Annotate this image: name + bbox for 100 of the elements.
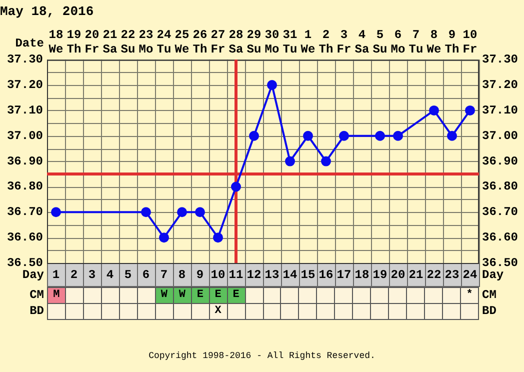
- x-tick-label: 21 Sa: [102, 28, 118, 56]
- x-tick-label: 19 Th: [66, 28, 82, 56]
- text: *: [466, 289, 473, 301]
- x-tick-label: 24 Tu: [156, 28, 172, 56]
- x-tick-label: 26 Th: [192, 28, 208, 56]
- y2-tick-label: 37.00: [482, 128, 518, 143]
- point: [249, 130, 259, 141]
- x-tick-label: 6 Mo: [390, 28, 406, 56]
- x2-tick-label: 9: [196, 268, 204, 282]
- x2-tick-label: 6: [142, 268, 150, 282]
- y2-tick-label: 36.80: [482, 180, 518, 194]
- y2-tick-label: 36.90: [482, 154, 518, 168]
- x2-tick-label: 3: [88, 268, 96, 282]
- text: Day: [482, 268, 504, 282]
- y-tick-label: 37.00: [6, 128, 43, 143]
- x-axis-title: Date: [15, 36, 44, 51]
- y-tick-label: 36.50: [6, 256, 43, 270]
- x-tick-label: 31 Tu: [282, 28, 298, 56]
- x2-tick-label: 12: [246, 268, 262, 282]
- x-tick-label: 28 Sa: [228, 28, 244, 56]
- point: [159, 232, 169, 243]
- x2-tick-label: 1: [52, 268, 60, 282]
- point: [339, 130, 349, 141]
- x2-tick-label: 19: [372, 268, 388, 282]
- x2-tick-label: 16: [318, 268, 334, 282]
- x-tick-label: 7 Tu: [408, 28, 424, 56]
- y2-tick-label: 37.30: [482, 52, 518, 67]
- x-tick-label: 3 Fr: [336, 28, 352, 56]
- y-tick-label: 37.10: [6, 103, 43, 118]
- text: X: [214, 305, 222, 317]
- x-tick-label: 23 Mo: [138, 28, 154, 56]
- y-tick-label: 37.20: [6, 78, 43, 92]
- point: [285, 156, 295, 166]
- y2-tick-label: 36.50: [482, 256, 518, 270]
- y2-tick-label: 36.60: [482, 230, 518, 245]
- text: E: [214, 289, 222, 301]
- point: [213, 232, 223, 243]
- y2-tick-label: 37.10: [482, 103, 518, 118]
- text: W: [178, 289, 186, 301]
- text: E: [196, 289, 204, 301]
- text: W: [160, 289, 168, 301]
- x2-tick-label: 2: [70, 268, 78, 282]
- y-tick-label: 36.80: [6, 180, 43, 194]
- point: [195, 207, 205, 218]
- x-tick-label: 9 Th: [444, 28, 460, 56]
- x-tick-label: 25 We: [174, 28, 190, 56]
- x2-tick-label: 21: [408, 268, 424, 282]
- point: [393, 130, 403, 141]
- point: [51, 207, 61, 218]
- x2-tick-label: 24: [462, 268, 478, 282]
- x2-tick-label: 18: [354, 268, 370, 282]
- point: [141, 207, 151, 218]
- x2-tick-label: 10: [210, 268, 226, 282]
- point: [177, 207, 187, 218]
- x2-tick-label: 14: [282, 268, 298, 282]
- x2-tick-label: 22: [426, 268, 442, 282]
- text: E: [232, 289, 240, 301]
- y2-tick-label: BD: [482, 303, 498, 319]
- point: [321, 156, 331, 166]
- x2-tick-label: 23: [444, 268, 460, 282]
- point: [429, 105, 439, 116]
- x-tick-label: 1 We: [300, 28, 316, 56]
- x-tick-label: 20 Fr: [84, 28, 100, 56]
- point: [447, 130, 457, 141]
- point: [267, 80, 277, 90]
- x2-tick-label: 8: [178, 268, 186, 282]
- x-tick-label: 10 Fr: [462, 28, 478, 56]
- x-tick-label: 18 We: [48, 28, 64, 56]
- x2-tick-label: 15: [300, 268, 316, 282]
- x2-axis-title: Day: [22, 268, 44, 282]
- x2-tick-label: 4: [106, 268, 114, 282]
- point: [375, 130, 385, 141]
- x2-tick-label: 5: [124, 268, 132, 282]
- x2-tick-label: 20: [390, 268, 406, 282]
- x-tick-label: 30 Mo: [264, 28, 280, 56]
- x-tick-label: 2 Th: [318, 28, 334, 56]
- x-tick-label: 4 Sa: [354, 28, 370, 56]
- point: [231, 182, 241, 192]
- x2-tick-label: 11: [228, 268, 244, 282]
- x2-tick-label: 13: [264, 268, 280, 282]
- text: Copyright 1998-2016 - All Rights Reserved.: [148, 350, 376, 362]
- y-tick-label: 36.70: [6, 205, 43, 220]
- y-tick-label: 37.30: [6, 52, 43, 67]
- y2-tick-label: 37.20: [482, 78, 518, 92]
- x-tick-label: 8 We: [426, 28, 442, 56]
- point: [465, 105, 475, 116]
- x2-tick-label: 7: [160, 268, 168, 282]
- y-tick-label: CM: [28, 287, 44, 303]
- y-tick-label: BD: [28, 303, 44, 319]
- text: M: [53, 289, 60, 301]
- chart-title: May 18, 2016: [0, 4, 94, 20]
- x-tick-label: 5 Su: [372, 28, 388, 56]
- x-tick-label: 29 Su: [246, 28, 262, 56]
- point: [303, 130, 313, 141]
- y-tick-label: 36.60: [6, 230, 43, 245]
- y2-tick-label: CM: [482, 287, 498, 303]
- x-tick-label: 22 Su: [120, 28, 136, 56]
- x-tick-label: 27 Fr: [210, 28, 226, 56]
- x2-tick-label: 17: [336, 268, 352, 282]
- y-tick-label: 36.90: [6, 154, 43, 168]
